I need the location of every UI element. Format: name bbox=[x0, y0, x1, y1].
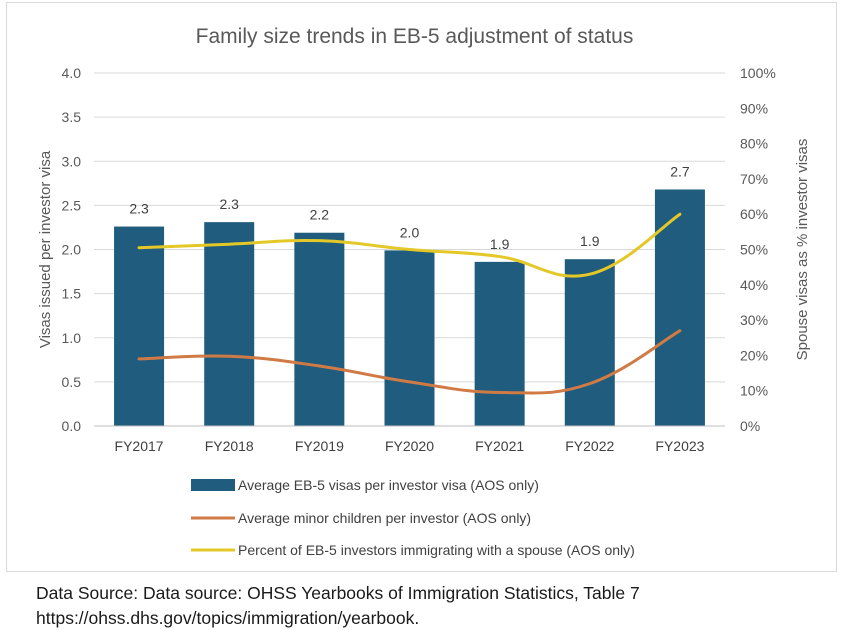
y2-tick-label: 20% bbox=[740, 347, 768, 363]
y2-tick-label: 10% bbox=[740, 383, 768, 399]
y-tick-label: 1.5 bbox=[62, 286, 82, 302]
y2-tick-label: 50% bbox=[740, 242, 768, 258]
bar-data-label: 2.3 bbox=[219, 196, 239, 212]
y-tick-label: 3.0 bbox=[62, 153, 82, 169]
bar bbox=[654, 189, 705, 426]
source-url: https://ohss.dhs.gov/topics/immigration/… bbox=[36, 608, 420, 628]
chart-svg: Family size trends in EB-5 adjustment of… bbox=[37, 25, 811, 558]
bar-data-label: 1.9 bbox=[490, 236, 510, 252]
chart-title: Family size trends in EB-5 adjustment of… bbox=[196, 25, 634, 48]
bar bbox=[204, 222, 255, 426]
y2-tick-label: 90% bbox=[740, 100, 768, 116]
y-tick-label: 4.0 bbox=[62, 65, 82, 81]
bar bbox=[474, 261, 525, 426]
y2-tick-label: 60% bbox=[740, 206, 768, 222]
y2-tick-label: 80% bbox=[740, 136, 768, 152]
x-tick-label: FY2019 bbox=[295, 438, 344, 454]
bar-data-label: 2.3 bbox=[129, 201, 149, 217]
legend-swatch bbox=[191, 479, 235, 491]
x-tick-label: FY2023 bbox=[655, 438, 704, 454]
y-tick-label: 2.5 bbox=[62, 197, 82, 213]
x-tick-label: FY2022 bbox=[565, 438, 614, 454]
bar-data-label: 2.7 bbox=[670, 163, 690, 179]
y-tick-label: 3.5 bbox=[62, 109, 82, 125]
y-axis-title: Visas issued per investor visa bbox=[37, 150, 54, 348]
series-line bbox=[137, 212, 682, 278]
bar bbox=[114, 226, 165, 426]
bar bbox=[564, 259, 615, 426]
bar bbox=[384, 250, 435, 426]
y-tick-label: 0.0 bbox=[62, 418, 82, 434]
legend-label: Average EB-5 visas per investor visa (AO… bbox=[238, 477, 539, 493]
series-line bbox=[137, 329, 682, 395]
chart-frame: Family size trends in EB-5 adjustment of… bbox=[6, 2, 837, 572]
bar bbox=[294, 232, 345, 426]
y2-tick-label: 40% bbox=[740, 277, 768, 293]
legend-label: Average minor children per investor (AOS… bbox=[238, 510, 531, 526]
y-tick-label: 2.0 bbox=[62, 242, 82, 258]
bar-data-label: 2.0 bbox=[400, 224, 420, 240]
y2-tick-label: 70% bbox=[740, 171, 768, 187]
x-tick-label: FY2021 bbox=[475, 438, 524, 454]
x-tick-label: FY2017 bbox=[115, 438, 164, 454]
x-tick-label: FY2018 bbox=[205, 438, 254, 454]
bar-data-label: 2.2 bbox=[310, 207, 330, 223]
y2-tick-label: 100% bbox=[740, 65, 776, 81]
y-tick-label: 1.0 bbox=[62, 330, 82, 346]
y2-tick-label: 30% bbox=[740, 312, 768, 328]
y-tick-label: 0.5 bbox=[62, 374, 82, 390]
legend-label: Percent of EB-5 investors immigrating wi… bbox=[238, 542, 635, 558]
source-line: Data Source: Data source: OHSS Yearbooks… bbox=[36, 583, 640, 603]
x-tick-label: FY2020 bbox=[385, 438, 434, 454]
y2-tick-label: 0% bbox=[740, 418, 760, 434]
y2-axis-title: Spouse visas as % investor visas bbox=[794, 139, 811, 361]
bar-data-label: 1.9 bbox=[580, 233, 600, 249]
